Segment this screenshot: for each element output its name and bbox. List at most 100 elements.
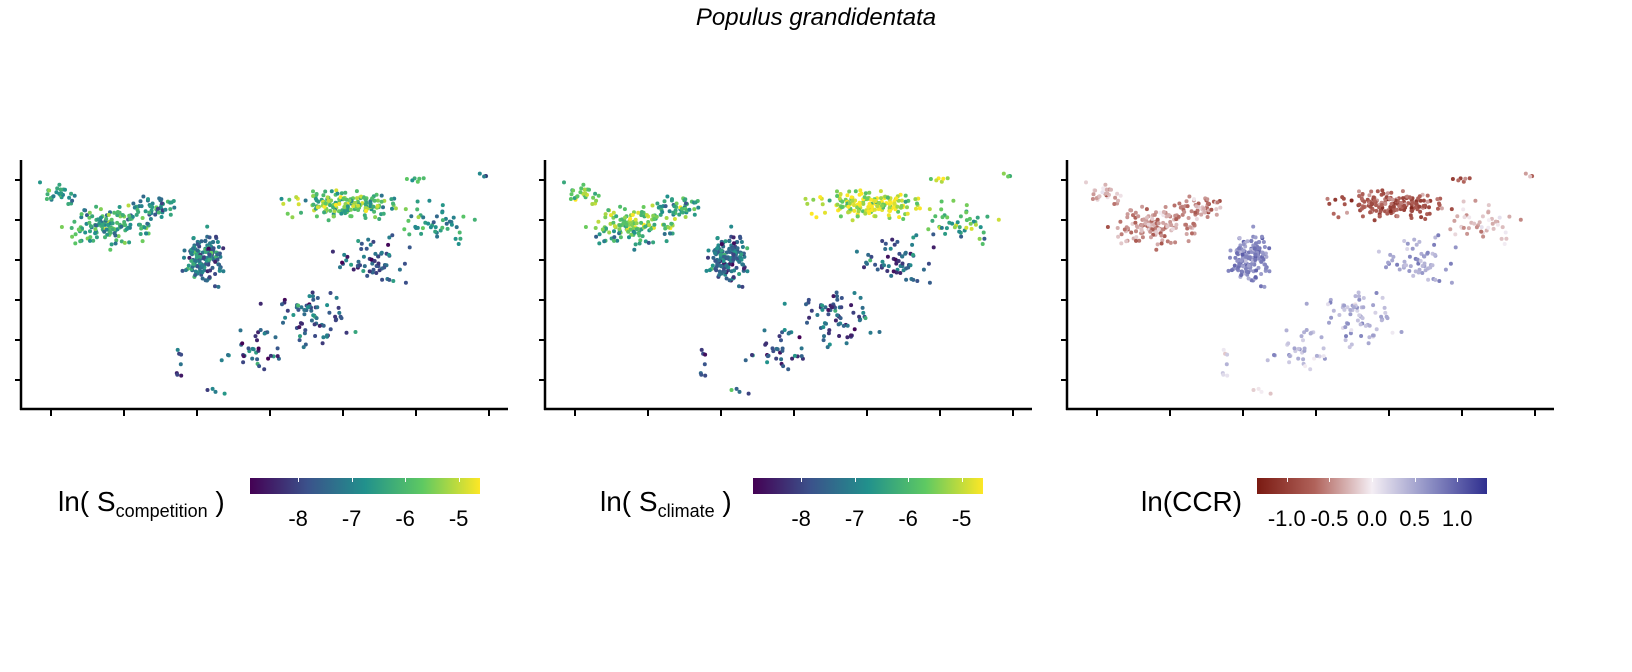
data-point <box>120 213 125 218</box>
data-point <box>1165 224 1170 229</box>
data-point <box>325 333 329 338</box>
data-point <box>847 189 852 194</box>
data-point <box>575 194 580 199</box>
data-point <box>624 222 629 227</box>
data-point <box>440 218 445 223</box>
data-point <box>780 346 785 351</box>
data-point <box>1259 284 1263 289</box>
data-point <box>321 323 326 328</box>
data-point <box>1489 216 1494 221</box>
data-point <box>1139 227 1144 232</box>
data-point <box>1486 203 1491 208</box>
data-point <box>718 269 723 274</box>
data-point <box>79 212 84 217</box>
data-point <box>1437 201 1441 206</box>
data-point <box>607 230 612 235</box>
data-point <box>122 240 127 245</box>
data-point <box>680 206 684 211</box>
data-point <box>219 358 224 363</box>
data-point <box>376 261 381 266</box>
data-point <box>341 196 346 201</box>
colorbar-tick-label: -1.0 <box>1267 506 1306 531</box>
data-point <box>823 305 828 310</box>
data-point <box>240 341 245 346</box>
data-point <box>735 246 740 251</box>
data-point <box>334 188 339 193</box>
data-point <box>1168 220 1173 224</box>
data-point <box>1154 230 1159 235</box>
data-point <box>917 206 922 211</box>
data-point <box>305 305 310 310</box>
data-point <box>915 279 920 283</box>
data-point <box>1143 221 1148 226</box>
data-point <box>1397 204 1402 209</box>
data-point <box>782 328 787 332</box>
data-point <box>612 235 617 240</box>
data-point <box>857 202 862 207</box>
data-point <box>1385 316 1390 321</box>
data-point <box>719 248 724 253</box>
data-point <box>888 200 893 205</box>
data-point <box>1165 239 1170 244</box>
data-point <box>328 327 333 332</box>
data-point <box>1377 214 1382 219</box>
data-point <box>88 238 92 243</box>
data-point <box>674 201 679 206</box>
data-point <box>326 218 331 223</box>
data-point <box>1113 195 1118 200</box>
data-point <box>639 210 644 214</box>
data-point <box>1193 210 1198 215</box>
data-point <box>964 218 969 223</box>
colorbar-tick-label: -0.5 <box>1310 506 1349 531</box>
data-point <box>1296 346 1301 351</box>
data-point <box>371 239 376 244</box>
data-point <box>737 272 742 276</box>
data-point <box>875 204 880 209</box>
data-point <box>1136 214 1141 219</box>
data-point <box>1215 200 1220 205</box>
data-point <box>978 225 983 230</box>
data-point <box>1244 254 1248 259</box>
data-point <box>1235 258 1240 263</box>
data-point <box>332 209 337 214</box>
data-point <box>777 334 782 339</box>
data-point <box>1384 265 1388 270</box>
panel-ccr <box>1061 160 1554 416</box>
data-point <box>458 236 463 241</box>
data-point <box>855 205 860 210</box>
data-point <box>651 213 656 218</box>
data-point <box>722 254 726 259</box>
data-point <box>1256 386 1261 391</box>
data-point <box>1241 242 1246 247</box>
data-point <box>1125 215 1130 220</box>
data-point <box>702 362 707 367</box>
data-point <box>1391 204 1396 209</box>
data-point <box>899 204 904 208</box>
data-point <box>317 323 322 328</box>
data-point <box>226 353 230 357</box>
data-point <box>285 308 290 313</box>
data-point <box>1253 235 1258 240</box>
data-point <box>770 346 775 351</box>
data-point <box>1348 312 1353 317</box>
data-point <box>803 196 808 201</box>
data-point <box>1202 210 1207 215</box>
data-point <box>652 222 657 227</box>
data-point <box>583 191 588 196</box>
data-point <box>203 278 208 283</box>
data-point <box>597 232 602 237</box>
data-point <box>148 217 153 221</box>
data-point <box>99 215 103 220</box>
data-point <box>1265 358 1270 363</box>
data-point <box>1224 362 1229 367</box>
data-point <box>206 246 211 251</box>
data-point <box>1177 201 1182 206</box>
data-point <box>852 208 857 213</box>
data-point <box>365 273 370 278</box>
data-point <box>387 252 391 257</box>
data-point <box>1186 239 1191 244</box>
data-point <box>255 338 259 343</box>
data-point <box>593 191 598 196</box>
data-point <box>1394 207 1399 212</box>
data-point <box>1367 323 1372 328</box>
